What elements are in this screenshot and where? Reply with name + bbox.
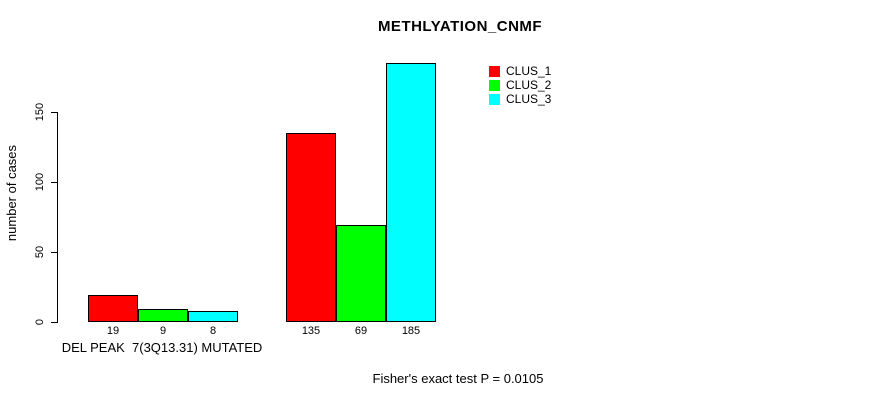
bar-value-label: 135: [301, 325, 321, 337]
legend-label-clus-1: CLUS_1: [506, 64, 552, 78]
legend-swatch-clus-1-icon: [489, 66, 500, 77]
legend-label-clus-2: CLUS_2: [506, 78, 552, 92]
y-axis-line: [57, 112, 58, 323]
y-tick-label: 100: [34, 172, 46, 192]
bar-clus_3-group-1: [188, 311, 238, 322]
y-tick-mark: [51, 322, 57, 323]
bar-value-label: 9: [159, 325, 167, 337]
bar-clus_2-group-2: [336, 225, 386, 322]
bar-value-label: 69: [354, 325, 368, 337]
y-tick-label: 0: [34, 318, 46, 326]
y-tick-mark: [51, 112, 57, 113]
y-tick-mark: [51, 252, 57, 253]
legend-item-clus-3: CLUS_3: [489, 92, 552, 106]
bar-value-label: 8: [209, 325, 217, 337]
bar-clus_3-group-2: [386, 63, 436, 322]
legend-item-clus-2: CLUS_2: [489, 78, 552, 92]
legend-label-clus-3: CLUS_3: [506, 92, 552, 106]
x-group-label: DEL PEAK 7(3Q13.31) MUTATED: [61, 340, 263, 355]
fisher-test-annotation: Fisher's exact test P = 0.0105: [372, 371, 544, 386]
legend-swatch-clus-3-icon: [489, 94, 500, 105]
bar-clus_1-group-1: [88, 295, 138, 322]
chart-title: METHLYATION_CNMF: [377, 18, 543, 35]
bar-value-label: 19: [106, 325, 120, 337]
bar-clus_2-group-1: [138, 309, 188, 322]
bar-value-label: 185: [401, 325, 421, 337]
y-tick-mark: [51, 182, 57, 183]
bar-clus_1-group-2: [286, 133, 336, 322]
y-tick-label: 50: [34, 245, 46, 259]
y-tick-label: 150: [34, 102, 46, 122]
y-axis-label: number of cases: [4, 144, 19, 242]
legend-swatch-clus-2-icon: [489, 80, 500, 91]
legend-item-clus-1: CLUS_1: [489, 64, 552, 78]
legend: CLUS_1 CLUS_2 CLUS_3: [489, 64, 552, 108]
